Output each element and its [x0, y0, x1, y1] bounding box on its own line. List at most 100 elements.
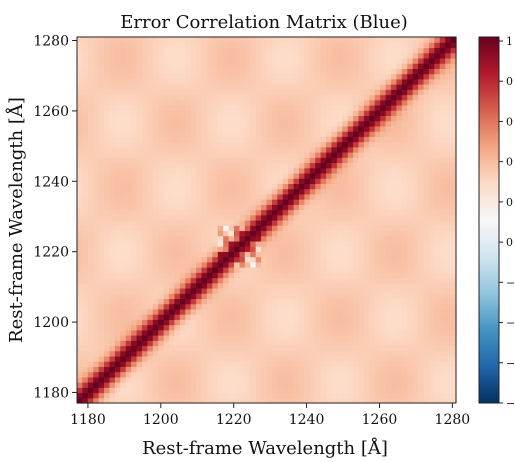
- heatmap-cell: [185, 355, 192, 362]
- heatmap-cell: [293, 42, 300, 49]
- heatmap-cell: [369, 220, 376, 226]
- heatmap-cell: [196, 324, 203, 331]
- heatmap-cell: [271, 78, 278, 85]
- heatmap-cell: [244, 376, 251, 383]
- heatmap-cell: [407, 204, 414, 211]
- heatmap-cell: [120, 261, 127, 268]
- heatmap-cell: [391, 84, 398, 90]
- heatmap-cell: [250, 277, 257, 284]
- heatmap-cell: [179, 293, 186, 300]
- heatmap-cell: [234, 188, 241, 195]
- heatmap-cell: [418, 251, 425, 258]
- heatmap-cell: [212, 84, 219, 90]
- heatmap-cell: [93, 167, 100, 174]
- heatmap-cell: [250, 392, 257, 399]
- heatmap-cell: [212, 120, 219, 127]
- heatmap-cell: [174, 42, 181, 49]
- heatmap-cell: [439, 57, 446, 64]
- heatmap-cell: [326, 73, 333, 80]
- heatmap-cell: [206, 172, 213, 179]
- heatmap-cell: [141, 183, 148, 190]
- heatmap-cell: [271, 167, 278, 174]
- heatmap-cell: [342, 345, 349, 352]
- heatmap-cell: [158, 115, 165, 122]
- heatmap-cell: [315, 225, 322, 232]
- heatmap-cell: [353, 104, 360, 111]
- heatmap-cell: [282, 162, 289, 169]
- heatmap-cell: [158, 314, 165, 320]
- heatmap-cell: [380, 42, 387, 49]
- heatmap-cell: [445, 209, 452, 216]
- heatmap-cell: [82, 178, 89, 184]
- heatmap-cell: [380, 225, 387, 232]
- heatmap-cell: [131, 308, 138, 315]
- heatmap-cell: [309, 335, 316, 341]
- heatmap-cell: [304, 68, 311, 75]
- heatmap-cell: [185, 392, 192, 399]
- heatmap-cell: [396, 220, 403, 226]
- heatmap-cell: [309, 298, 316, 305]
- heatmap-cell: [158, 120, 165, 127]
- heatmap-cell: [250, 256, 257, 263]
- heatmap-cell: [163, 293, 170, 300]
- heatmap-cell: [244, 267, 251, 273]
- heatmap-cell: [288, 63, 295, 69]
- heatmap-cell: [439, 319, 446, 326]
- heatmap-cell: [428, 340, 435, 347]
- heatmap-cell: [87, 308, 94, 315]
- heatmap-cell: [196, 178, 203, 184]
- heatmap-cell: [158, 225, 165, 232]
- heatmap-cell: [179, 104, 186, 111]
- y-tick-label: 1240: [33, 174, 69, 190]
- heatmap-cell: [239, 261, 246, 268]
- heatmap-cell: [369, 355, 376, 362]
- heatmap-cell: [353, 125, 360, 132]
- heatmap-cell: [271, 193, 278, 200]
- heatmap-cell: [342, 110, 349, 117]
- heatmap-cell: [98, 387, 105, 394]
- heatmap-cell: [136, 141, 143, 148]
- heatmap-cell: [147, 345, 154, 352]
- heatmap-cell: [336, 73, 343, 80]
- heatmap-cell: [141, 308, 148, 315]
- heatmap-cell: [342, 256, 349, 263]
- heatmap-cell: [450, 220, 457, 226]
- heatmap-cell: [353, 152, 360, 158]
- heatmap-cell: [228, 99, 235, 106]
- heatmap-cell: [401, 115, 408, 122]
- heatmap-cell: [169, 183, 176, 190]
- heatmap-cell: [304, 340, 311, 347]
- heatmap-cell: [174, 303, 181, 310]
- heatmap-cell: [104, 335, 111, 341]
- heatmap-cell: [255, 78, 262, 85]
- heatmap-cell: [428, 183, 435, 190]
- heatmap-cell: [136, 193, 143, 200]
- heatmap-cell: [407, 172, 414, 179]
- heatmap-cell: [261, 308, 268, 315]
- heatmap-cell: [239, 131, 246, 137]
- heatmap-cell: [228, 131, 235, 137]
- heatmap-cell: [391, 303, 398, 310]
- heatmap-cell: [261, 314, 268, 320]
- heatmap-cell: [412, 235, 419, 242]
- heatmap-cell: [109, 172, 116, 179]
- heatmap-cell: [206, 214, 213, 221]
- heatmap-cell: [374, 235, 381, 242]
- heatmap-cell: [271, 188, 278, 195]
- heatmap-cell: [326, 120, 333, 127]
- heatmap-cell: [234, 136, 241, 143]
- heatmap-cell: [277, 392, 284, 399]
- heatmap-cell: [293, 104, 300, 111]
- heatmap-cell: [261, 120, 268, 127]
- heatmap-cell: [244, 256, 251, 263]
- heatmap-cell: [185, 167, 192, 174]
- heatmap-cell: [114, 136, 121, 143]
- heatmap-cell: [347, 193, 354, 200]
- heatmap-cell: [147, 246, 154, 252]
- heatmap-cell: [109, 308, 116, 315]
- heatmap-cell: [342, 37, 349, 43]
- heatmap-cell: [201, 371, 208, 378]
- heatmap-cell: [179, 366, 186, 373]
- heatmap-cell: [407, 152, 414, 158]
- heatmap-cell: [309, 99, 316, 106]
